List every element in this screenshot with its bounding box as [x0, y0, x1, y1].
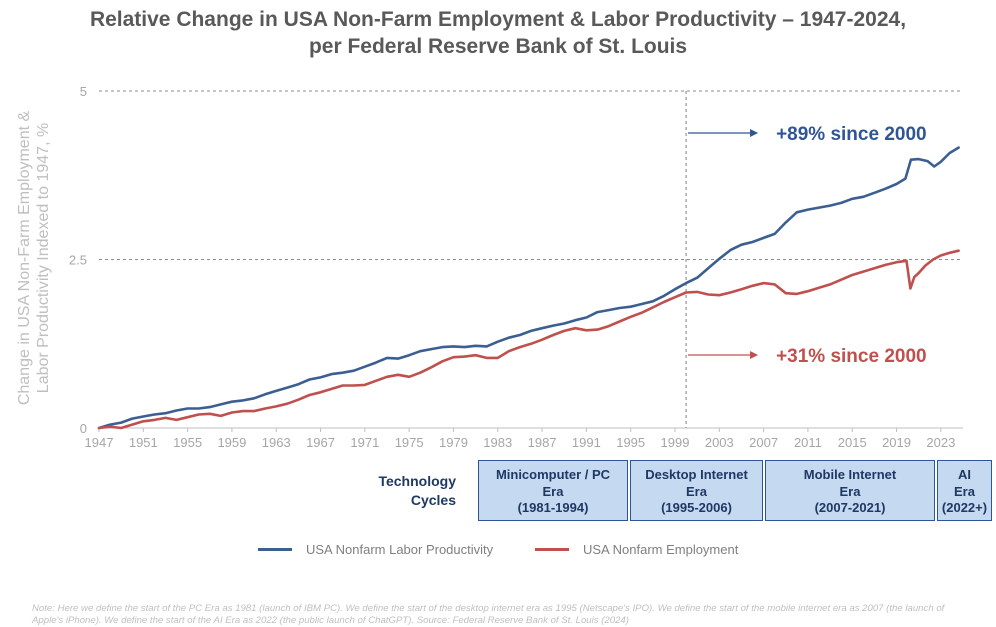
x-tick-label-7: 1975	[395, 435, 424, 450]
technology-cycles-label: Technology Cycles	[378, 473, 456, 508]
x-tick-label-1: 1951	[129, 435, 158, 450]
footnote: Note: Here we define the start of the PC…	[32, 603, 945, 626]
y-tick-label-0: 0	[80, 421, 87, 436]
annotation-label-1: +31% since 2000	[776, 346, 927, 367]
y-tick-label-2: 5	[80, 84, 87, 99]
x-tick-label-15: 2007	[749, 435, 778, 450]
x-tick-label-10: 1987	[528, 435, 557, 450]
y-axis-label-line-2: Labor Productivity Indexed to 1947, %	[35, 122, 52, 394]
x-tick-label-6: 1971	[350, 435, 379, 450]
legend-label-productivity: USA Nonfarm Labor Productivity	[306, 541, 494, 557]
annotation-arrowhead-1	[750, 351, 759, 359]
legend-item-employment: USA Nonfarm Employment	[535, 540, 738, 558]
x-tick-label-14: 2003	[705, 435, 734, 450]
legend-label-employment: USA Nonfarm Employment	[583, 541, 739, 557]
annotation-label-0: +89% since 2000	[776, 124, 927, 145]
x-tick-label-5: 1967	[306, 435, 335, 450]
y-tick-label-1: 2.5	[69, 253, 87, 268]
series-line-productivity	[97, 146, 960, 430]
chart-title: Relative Change in USA Non-Farm Employme…	[0, 6, 996, 60]
y-axis-label-line-1: Change in USA Non-Farm Employment &	[16, 110, 33, 406]
era-box-mobile-internet: Mobile Internet Era (2007-2021)	[765, 460, 935, 521]
x-tick-label-3: 1959	[217, 435, 246, 450]
y-axis-label: Change in USA Non-Farm Employment & Labo…	[15, 93, 53, 423]
era-box-pc: Minicomputer / PC Era (1981-1994)	[478, 460, 628, 521]
era-box-desktop-internet: Desktop Internet Era (1995-2006)	[630, 460, 763, 521]
x-tick-label-0: 1947	[85, 435, 114, 450]
x-tick-label-8: 1979	[439, 435, 468, 450]
title-line-1: Relative Change in USA Non-Farm Employme…	[89, 8, 907, 31]
x-tick-label-9: 1983	[483, 435, 512, 450]
legend-swatch-employment	[535, 547, 569, 551]
x-tick-label-2: 1955	[173, 435, 202, 450]
era-box-ai: AI Era (2022+)	[937, 460, 992, 521]
legend-swatch-productivity	[258, 547, 292, 551]
x-tick-label-16: 2011	[794, 435, 822, 450]
x-tick-label-18: 2019	[882, 435, 911, 450]
x-tick-label-13: 1999	[661, 435, 690, 450]
annotation-arrowhead-0	[750, 129, 759, 137]
x-tick-label-4: 1963	[262, 435, 291, 450]
x-tick-label-11: 1991	[572, 435, 601, 450]
x-tick-label-19: 2023	[926, 435, 955, 450]
legend-item-productivity: USA Nonfarm Labor Productivity	[258, 540, 493, 558]
x-tick-label-12: 1995	[616, 435, 645, 450]
x-tick-label-17: 2015	[838, 435, 867, 450]
title-line-2: per Federal Reserve Bank of St. Louis	[308, 35, 688, 58]
series-line-employment	[97, 249, 960, 430]
